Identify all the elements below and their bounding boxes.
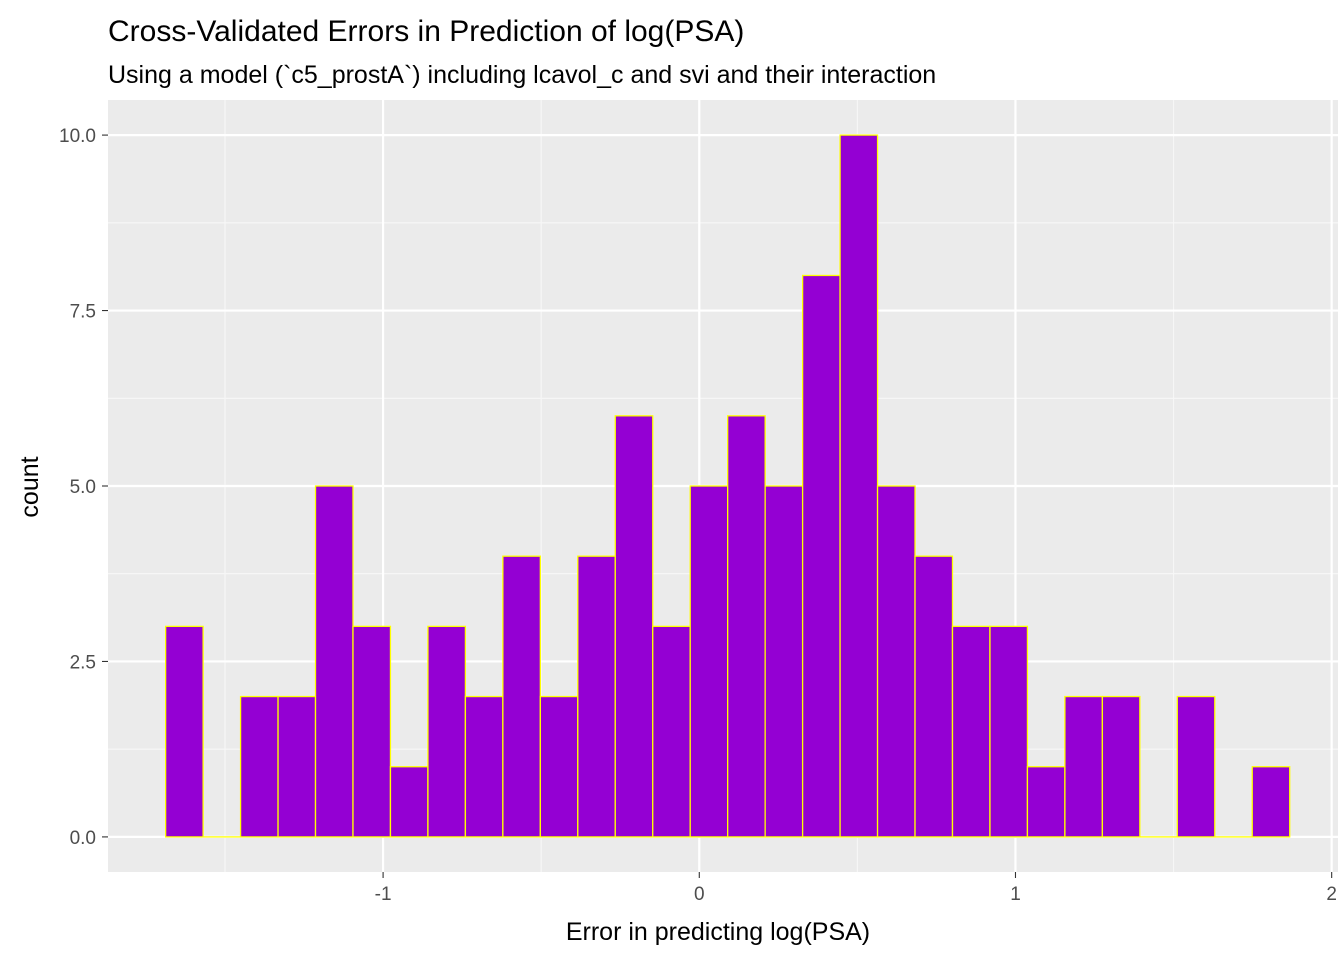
histogram-bar xyxy=(689,485,729,838)
x-tick-label: 1 xyxy=(1010,884,1021,905)
histogram-bar xyxy=(389,766,429,838)
y-axis-title: count xyxy=(16,456,44,517)
histogram-bar xyxy=(1101,695,1141,838)
histogram-bar xyxy=(277,695,317,838)
histogram-bar xyxy=(1251,766,1291,838)
y-axis: 0.0 2.5 5.0 7.5 10.0 xyxy=(59,126,108,849)
histogram-bar xyxy=(876,485,916,838)
histogram-bars xyxy=(164,134,1291,838)
histogram-bar xyxy=(1176,695,1216,838)
x-axis: -1 0 1 2 xyxy=(375,872,1337,905)
histogram-bar xyxy=(1026,766,1066,838)
x-axis-title: Error in predicting log(PSA) xyxy=(566,918,870,946)
histogram-bar xyxy=(614,415,654,838)
histogram-bar xyxy=(989,625,1029,838)
histogram-bar xyxy=(727,415,766,838)
y-tick-label: 10.0 xyxy=(59,126,96,147)
histogram-bar xyxy=(164,625,204,838)
y-tick-label: 7.5 xyxy=(70,302,96,323)
histogram-bar xyxy=(914,555,954,838)
y-tick-label: 2.5 xyxy=(70,652,96,673)
histogram-bar xyxy=(502,555,541,838)
histogram-bar xyxy=(1064,695,1104,838)
histogram-bar xyxy=(464,695,504,838)
histogram-bar xyxy=(801,274,841,838)
histogram-bar xyxy=(427,625,467,838)
histogram-bar xyxy=(839,134,879,838)
histogram-bar xyxy=(352,625,392,838)
y-tick-label: 0.0 xyxy=(70,828,96,849)
chart-subtitle: Using a model (`c5_prostA`) including lc… xyxy=(108,61,936,89)
x-tick-label: 2 xyxy=(1326,884,1337,905)
histogram-bar xyxy=(314,485,354,838)
chart-title: Cross-Validated Errors in Prediction of … xyxy=(108,15,744,48)
histogram-bar xyxy=(951,625,991,838)
x-tick-label: -1 xyxy=(375,884,392,905)
y-tick-label: 5.0 xyxy=(70,477,96,498)
histogram-bar xyxy=(539,695,579,838)
histogram-bar xyxy=(239,695,279,838)
histogram-bar xyxy=(764,485,804,838)
x-tick-label: 0 xyxy=(694,884,705,905)
histogram-bar xyxy=(577,555,616,838)
histogram-bar xyxy=(652,625,691,838)
